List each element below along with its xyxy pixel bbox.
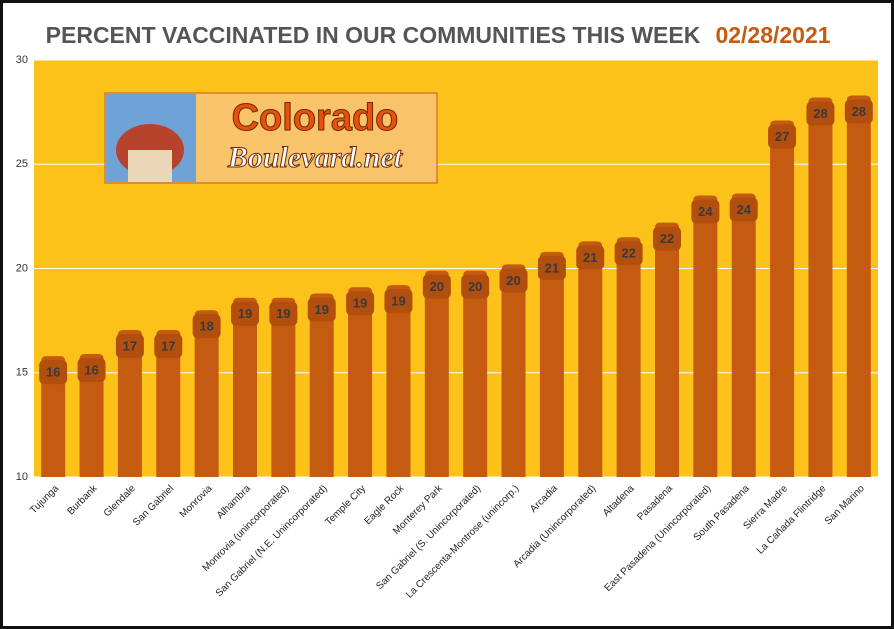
value-label-box <box>691 199 720 224</box>
y-tick-label: 15 <box>16 367 28 379</box>
value-label: 28 <box>852 104 866 119</box>
y-tick-label: 25 <box>16 158 28 170</box>
value-label: 21 <box>545 260 559 275</box>
value-label-box <box>346 291 375 316</box>
value-label: 18 <box>199 319 213 334</box>
bar <box>233 297 257 477</box>
bar <box>463 270 488 477</box>
bar <box>655 222 679 477</box>
value-label-box <box>537 255 566 280</box>
bar <box>117 330 142 477</box>
y-tick-label: 10 <box>16 471 28 483</box>
bar <box>424 270 449 477</box>
logo-name: Colorado <box>232 97 399 139</box>
bar <box>194 310 219 477</box>
value-label: 17 <box>161 338 175 353</box>
value-label: 19 <box>391 294 405 309</box>
value-label: 19 <box>314 302 328 317</box>
chart-title: PERCENT VACCINATED IN OUR COMMUNITIES TH… <box>46 22 701 48</box>
value-label-box <box>844 99 873 124</box>
value-label-box <box>653 226 681 251</box>
value-label: 17 <box>123 338 137 353</box>
bar <box>846 95 871 477</box>
value-label-box <box>461 274 490 299</box>
value-label: 24 <box>698 204 713 219</box>
bar <box>731 193 756 477</box>
value-label: 27 <box>775 129 789 144</box>
value-label: 21 <box>583 250 597 265</box>
value-label-box <box>499 268 528 293</box>
logo-building <box>128 150 172 182</box>
value-label-box <box>307 297 336 322</box>
value-label: 20 <box>506 273 520 288</box>
bar <box>386 285 411 477</box>
bar <box>41 356 66 477</box>
value-label-box <box>614 241 643 266</box>
value-label-box <box>39 360 68 385</box>
bar <box>309 293 334 477</box>
value-label: 20 <box>430 279 444 294</box>
value-label-box <box>154 334 183 359</box>
bar <box>616 237 641 477</box>
value-label: 20 <box>468 279 482 294</box>
bar <box>79 353 104 477</box>
value-label-box <box>422 274 451 299</box>
bar <box>578 241 603 477</box>
value-label: 16 <box>46 365 60 380</box>
bar <box>156 330 181 477</box>
value-label: 24 <box>736 202 751 217</box>
bar <box>271 297 296 477</box>
y-tick-label: 30 <box>16 54 28 66</box>
value-label-box <box>576 245 605 270</box>
chart-date: 02/28/2021 <box>715 22 830 48</box>
value-label: 19 <box>276 306 290 321</box>
value-label-box <box>77 357 106 382</box>
value-label-box <box>384 289 413 314</box>
bar <box>693 195 718 477</box>
logo-tagline: Boulevard.net <box>227 141 404 174</box>
bar <box>770 120 795 477</box>
value-label-box <box>115 334 144 359</box>
bar <box>348 287 373 477</box>
value-label: 22 <box>621 246 635 261</box>
value-label-box <box>269 301 298 326</box>
value-label: 16 <box>84 362 98 377</box>
value-label-box <box>192 314 221 339</box>
bar <box>501 264 526 477</box>
y-tick-label: 20 <box>16 262 28 274</box>
value-label: 28 <box>813 106 827 121</box>
bar <box>808 97 833 477</box>
value-label: 19 <box>353 296 367 311</box>
value-label-box <box>768 124 797 149</box>
bar <box>539 251 564 477</box>
value-label-box <box>729 197 758 222</box>
logo: Colorado Boulevard.net <box>104 92 438 184</box>
value-label: 22 <box>660 231 674 246</box>
value-label-box <box>231 301 259 326</box>
value-label: 19 <box>238 306 252 321</box>
value-label-box <box>806 101 835 126</box>
